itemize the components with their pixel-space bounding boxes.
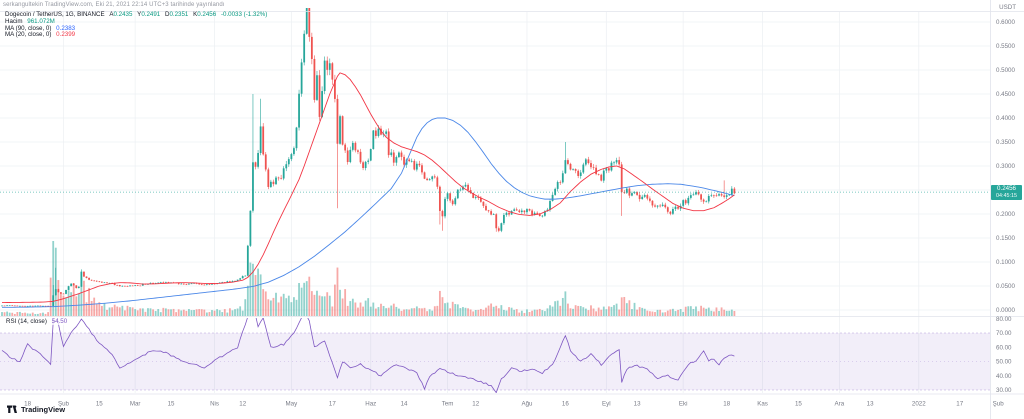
- time-axis-label: Mar: [130, 401, 141, 408]
- ma20-label: MA (20, close, 0): [5, 31, 52, 39]
- time-axis-label: 14: [401, 401, 408, 408]
- ma90-label: MA (90, close, 0): [5, 24, 52, 32]
- attribution-text[interactable]: serkangultekin TradingView.com, Eki 21, …: [3, 2, 225, 8]
- ohlc-low-value: 0.2351: [169, 11, 189, 18]
- ohlc-low-label: D: [164, 11, 170, 18]
- time-axis-label: Nis: [210, 401, 219, 408]
- ohlc-open-value: 0.2435: [113, 11, 133, 18]
- volume-value: 961.072M: [27, 17, 55, 25]
- time-axis-label: 18: [24, 401, 31, 408]
- ohlc-high-value: 0.2491: [141, 11, 161, 18]
- grid-lines: [0, 12, 990, 393]
- price-axis-label: 0.6000: [996, 19, 1015, 26]
- volume-label: Hacim: [5, 17, 23, 25]
- rsi-value: 54.50: [51, 318, 68, 325]
- time-axis-label: 15: [168, 401, 175, 408]
- ma20-line: [1, 72, 735, 304]
- time-axis-label: Ara: [835, 401, 845, 408]
- ma90-legend-row[interactable]: MA (90, close, 0) 0.2383: [5, 24, 267, 33]
- rsi-axis-label: 30.00: [996, 387, 1012, 394]
- ma20-value: 0.2399: [56, 31, 76, 39]
- time-axis-label: 15: [795, 401, 802, 408]
- price-axis-label: 0.2000: [996, 211, 1015, 218]
- last-price-value: 0.2456: [997, 185, 1016, 192]
- time-axis-label: 18: [723, 401, 730, 408]
- price-axis-label: 0.4000: [996, 115, 1015, 122]
- rsi-pane: [0, 318, 990, 393]
- rsi-axis-label: 50.00: [996, 359, 1012, 366]
- symbol-row[interactable]: Dogecoin / TetherUS, 1G, BINANCE A0.2435…: [5, 11, 268, 19]
- rsi-axis-label: 40.00: [996, 373, 1012, 380]
- time-axis-label: Eyl: [602, 401, 611, 408]
- price-axis-label: 0.3000: [996, 163, 1015, 170]
- ohlc-close-value: 0.2456: [197, 11, 217, 18]
- time-axis-label: 17: [329, 401, 336, 408]
- ohlc-close-label: K: [193, 11, 198, 18]
- symbol-title[interactable]: Dogecoin / TetherUS, 1G, BINANCE: [5, 11, 105, 18]
- time-axis-label: 12: [472, 401, 479, 408]
- tradingview-logo[interactable]: TradingView: [7, 404, 65, 414]
- time-axis-label: 15: [96, 401, 103, 408]
- time-axis-label: Kas: [757, 401, 768, 408]
- rsi-axis-label: 60.00: [996, 344, 1012, 351]
- last-price-label: 0.2456 04:45:15: [991, 185, 1022, 200]
- ma90-value: 0.2383: [56, 24, 76, 32]
- time-axis-label: May: [286, 401, 299, 408]
- time-axis-label: 13: [634, 401, 641, 408]
- time-axis-label: Şub: [993, 401, 1005, 408]
- price-axis-label: 0.0000: [996, 307, 1015, 314]
- rsi-label: RSI (14, close): [6, 318, 47, 325]
- ohlc-high-label: Y: [137, 11, 142, 18]
- time-axis-label: Haz: [365, 401, 376, 408]
- time-axis-label: Tem: [442, 401, 454, 408]
- time-axis-label: 17: [956, 401, 963, 408]
- time-axis-label: 13: [867, 401, 874, 408]
- price-axis-label: 0.5000: [996, 67, 1015, 74]
- tradingview-logo-text: TradingView: [21, 404, 66, 414]
- price-scale-currency[interactable]: USDT: [999, 4, 1016, 11]
- time-axis-label: 12: [239, 401, 246, 408]
- price-axis-label: 0.3500: [996, 139, 1015, 146]
- ohlc-open-label: A: [109, 11, 114, 18]
- ma90-line: [1, 117, 735, 308]
- price-axis-label: 0.0500: [996, 283, 1015, 290]
- rsi-legend-row[interactable]: RSI (14, close) 54.50: [5, 318, 69, 325]
- rsi-line: [1, 318, 735, 393]
- tradingview-logo-icon: [7, 405, 17, 413]
- price-axis-label: 0.5500: [996, 43, 1015, 50]
- change-value: -0.0033 (-1.32%): [220, 11, 268, 18]
- rsi-axis-label: 80.00: [996, 316, 1012, 323]
- price-axis-label: 0.1500: [996, 235, 1015, 242]
- price-axis-label: 0.4500: [996, 91, 1015, 98]
- time-axis-label: Eki: [679, 401, 688, 408]
- price-axis-label: 0.1000: [996, 259, 1015, 266]
- chart-legend: Dogecoin / TetherUS, 1G, BINANCE A0.2435…: [5, 11, 268, 39]
- rsi-axis-label: 70.00: [996, 330, 1012, 337]
- time-axis-label: Şub: [58, 401, 70, 408]
- time-axis-label: 16: [562, 401, 569, 408]
- time-axis-label: 2022: [912, 401, 926, 408]
- bar-countdown: 04:45:15: [996, 192, 1017, 199]
- volume-series: [1, 241, 736, 316]
- ma20-legend-row[interactable]: MA (20, close, 0) 0.2399: [5, 31, 267, 39]
- time-axis[interactable]: 18 Şub 15 Mar 15 Nis 12 May 17 Haz 14 Tem 12 Ağu 16 Eyl…: [24, 401, 1004, 408]
- volume-legend-row[interactable]: Hacim 961.072M: [5, 17, 267, 26]
- time-axis-label: Ağu: [521, 401, 533, 408]
